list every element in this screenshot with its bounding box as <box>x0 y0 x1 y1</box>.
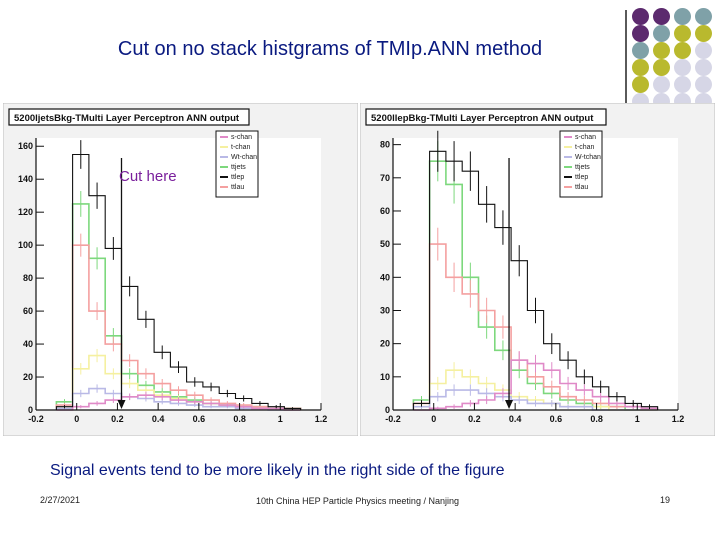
x-tick-label: 0.6 <box>550 414 563 424</box>
y-tick-label: 160 <box>18 141 33 151</box>
decorative-dot <box>653 8 670 25</box>
footer-date: 2/27/2021 <box>40 495 81 505</box>
slide-title: Cut on no stack histgrams of TMIp.ANN me… <box>117 38 543 60</box>
chart-title-box <box>8 108 250 126</box>
x-tick-label: 1 <box>635 414 640 424</box>
y-tick-label: 70 <box>380 173 390 183</box>
y-tick-label: 20 <box>380 339 390 349</box>
cut-arrowhead <box>117 400 126 409</box>
decorative-dot <box>674 42 691 59</box>
legend-entry: Wt-chan <box>231 154 257 161</box>
y-tick-label: 50 <box>380 239 390 249</box>
x-tick-label: -0.2 <box>385 414 401 424</box>
y-tick-label: 40 <box>23 339 33 349</box>
x-tick-label: 0.2 <box>468 414 481 424</box>
x-tick-label: 0.2 <box>111 414 124 424</box>
decorative-dot <box>695 59 712 76</box>
legend-entry: W-tchan <box>575 154 601 161</box>
y-tick-label: 0 <box>28 405 33 415</box>
footer-conference: 10th China HEP Particle Physics meeting … <box>256 496 459 506</box>
decorative-dot <box>674 76 691 93</box>
x-tick-label: 0 <box>74 414 79 424</box>
x-tick-label: 0.4 <box>152 414 165 424</box>
y-tick-label: 30 <box>380 305 390 315</box>
decorative-dot <box>695 25 712 42</box>
decorative-dot <box>632 25 649 42</box>
x-tick-label: 1 <box>278 414 283 424</box>
histogram-ljets-svg: 5200ljetsBkg-TMulti Layer Perceptron ANN… <box>3 103 358 436</box>
x-tick-label: 0.4 <box>509 414 522 424</box>
legend-entry: ttlau <box>575 184 588 191</box>
y-tick-label: 40 <box>380 272 390 282</box>
x-tick-label: 0.6 <box>193 414 206 424</box>
chart-title-box <box>365 108 607 126</box>
decorative-dot <box>674 59 691 76</box>
legend-entry: t-chan <box>575 144 595 151</box>
y-tick-label: 140 <box>18 174 33 184</box>
cut-here-label: Cut here <box>119 168 177 185</box>
histogram-llep: 5200llepBkg-TMulti Layer Perceptron ANN … <box>360 103 715 436</box>
legend-entry: t-chan <box>231 144 251 151</box>
decorative-dot <box>653 25 670 42</box>
chart-title: 5200llepBkg-TMulti Layer Perceptron ANN … <box>371 113 594 124</box>
y-tick-label: 100 <box>18 240 33 250</box>
legend-entry: ttjets <box>231 164 246 171</box>
legend-entry: ttlep <box>231 174 244 181</box>
legend-entry: s-chan <box>231 134 252 141</box>
y-tick-label: 20 <box>23 372 33 382</box>
decorative-dot <box>632 8 649 25</box>
footer-page-number: 19 <box>660 495 671 505</box>
y-tick-label: 60 <box>380 206 390 216</box>
chart-title: 5200ljetsBkg-TMulti Layer Perceptron ANN… <box>14 113 240 124</box>
legend-entry: s-chan <box>575 134 596 141</box>
legend-entry: ttlau <box>231 184 244 191</box>
y-tick-label: 60 <box>23 306 33 316</box>
y-tick-label: 120 <box>18 207 33 217</box>
decorative-dot <box>632 42 649 59</box>
decorative-divider <box>625 10 627 105</box>
decorative-dot <box>632 76 649 93</box>
legend-entry: ttjets <box>575 164 590 171</box>
decorative-dot <box>674 8 691 25</box>
decorative-dot <box>674 25 691 42</box>
y-tick-label: 0 <box>385 405 390 415</box>
cut-arrowhead <box>505 400 514 409</box>
y-tick-label: 80 <box>380 140 390 150</box>
x-tick-label: 0.8 <box>233 414 246 424</box>
y-tick-label: 10 <box>380 372 390 382</box>
x-tick-label: -0.2 <box>28 414 44 424</box>
x-tick-label: 1.2 <box>315 414 328 424</box>
decorative-dot <box>632 59 649 76</box>
decorative-dot <box>695 42 712 59</box>
histogram-llep-svg: 5200llepBkg-TMulti Layer Perceptron ANN … <box>360 103 715 436</box>
slide-caption: Signal events tend to be more likely in … <box>50 462 505 479</box>
decorative-dot <box>653 76 670 93</box>
x-tick-label: 0 <box>431 414 436 424</box>
decorative-dot-grid <box>632 8 720 113</box>
decorative-dot <box>653 59 670 76</box>
x-tick-label: 1.2 <box>672 414 685 424</box>
legend-entry: ttlep <box>575 174 588 181</box>
decorative-dot <box>695 8 712 25</box>
series-s-chan <box>56 394 301 411</box>
y-tick-label: 80 <box>23 273 33 283</box>
decorative-dot <box>695 76 712 93</box>
decorative-dot <box>653 42 670 59</box>
histogram-ljets: 5200ljetsBkg-TMulti Layer Perceptron ANN… <box>3 103 358 436</box>
x-tick-label: 0.8 <box>590 414 603 424</box>
